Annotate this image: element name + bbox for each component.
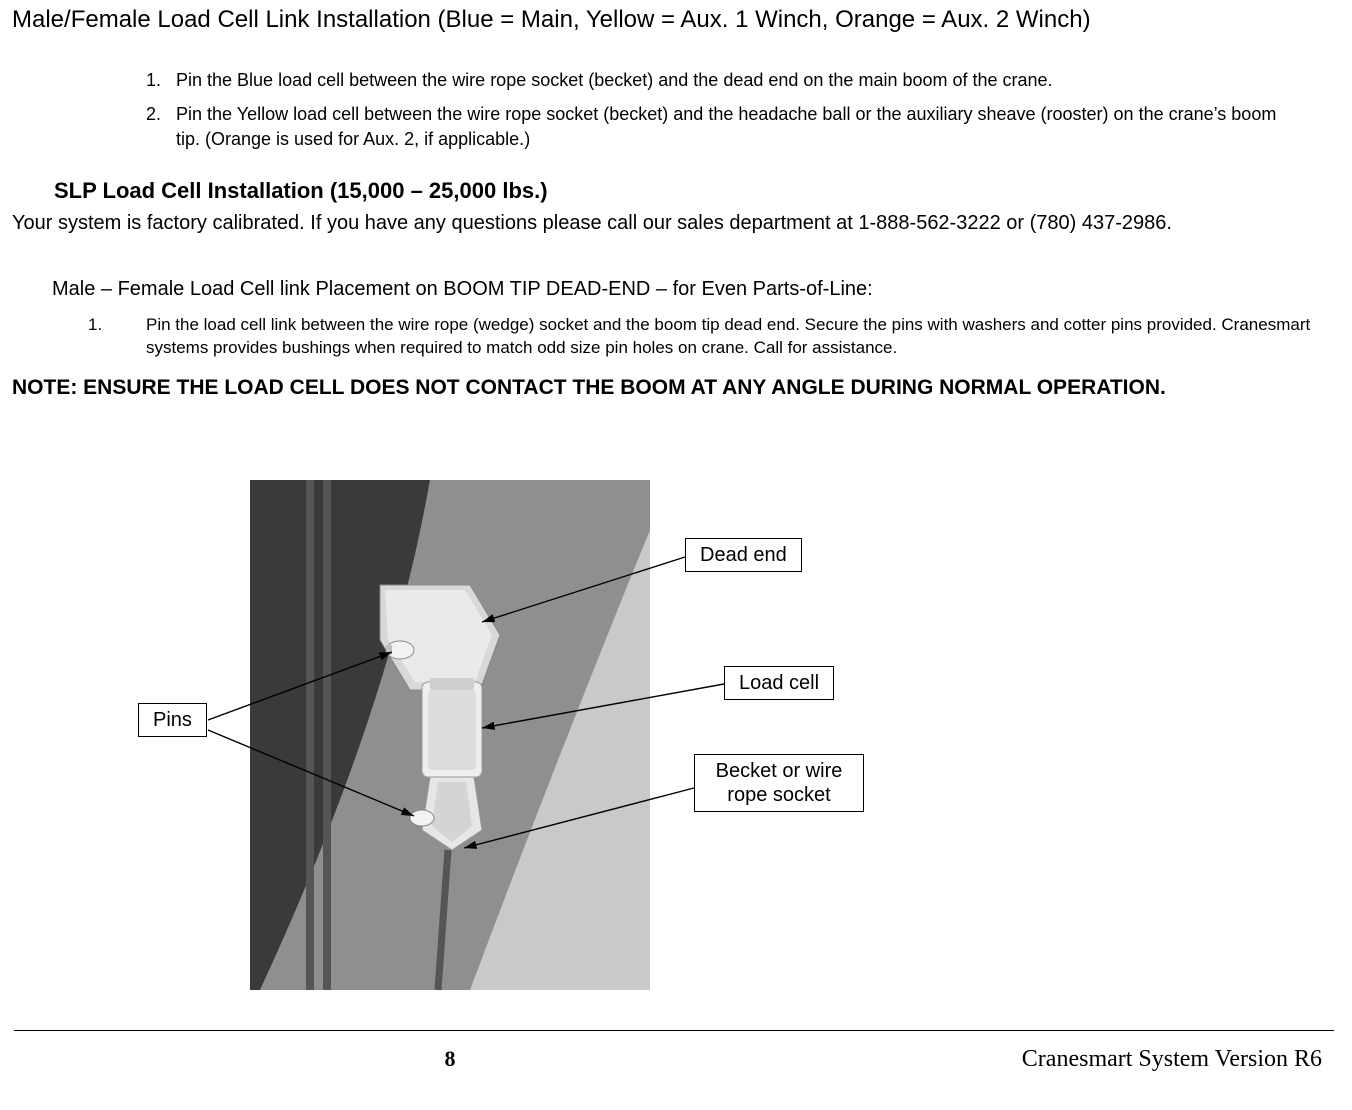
callout-dead-end: Dead end: [685, 538, 802, 572]
calibration-paragraph: Your system is factory calibrated. If yo…: [12, 210, 1332, 236]
section-heading-slp: SLP Load Cell Installation (15,000 – 25,…: [54, 178, 548, 204]
list-number: 2.: [146, 102, 176, 151]
list-item: 2. Pin the Yellow load cell between the …: [146, 102, 1296, 151]
list-number: 1.: [146, 68, 176, 92]
list-text: Pin the Yellow load cell between the wir…: [176, 102, 1296, 151]
page-title: Male/Female Load Cell Link Installation …: [12, 6, 1091, 34]
list-item: 1. Pin the Blue load cell between the wi…: [146, 68, 1296, 92]
diagram-svg: [130, 450, 1080, 1010]
callout-load-cell: Load cell: [724, 666, 834, 700]
subsection-heading-placement: Male – Female Load Cell link Placement o…: [52, 278, 873, 301]
install-steps-list-1: 1. Pin the Blue load cell between the wi…: [146, 68, 1296, 161]
footer-version: Cranesmart System Version R6: [1022, 1046, 1322, 1073]
install-steps-list-2: 1. Pin the load cell link between the wi…: [88, 314, 1318, 360]
installation-figure: Pins Dead end Load cell Becket or wire r…: [130, 450, 1080, 1010]
list-item: 1. Pin the load cell link between the wi…: [88, 314, 1318, 360]
footer-divider: [14, 1030, 1334, 1031]
callout-pins: Pins: [138, 703, 207, 737]
list-text: Pin the Blue load cell between the wire …: [176, 68, 1053, 92]
warning-note: NOTE: ENSURE THE LOAD CELL DOES NOT CONT…: [12, 374, 1312, 401]
list-text: Pin the load cell link between the wire …: [146, 314, 1318, 360]
page-number: 8: [0, 1046, 900, 1072]
callout-becket: Becket or wire rope socket: [694, 754, 864, 812]
list-number: 1.: [88, 314, 146, 360]
